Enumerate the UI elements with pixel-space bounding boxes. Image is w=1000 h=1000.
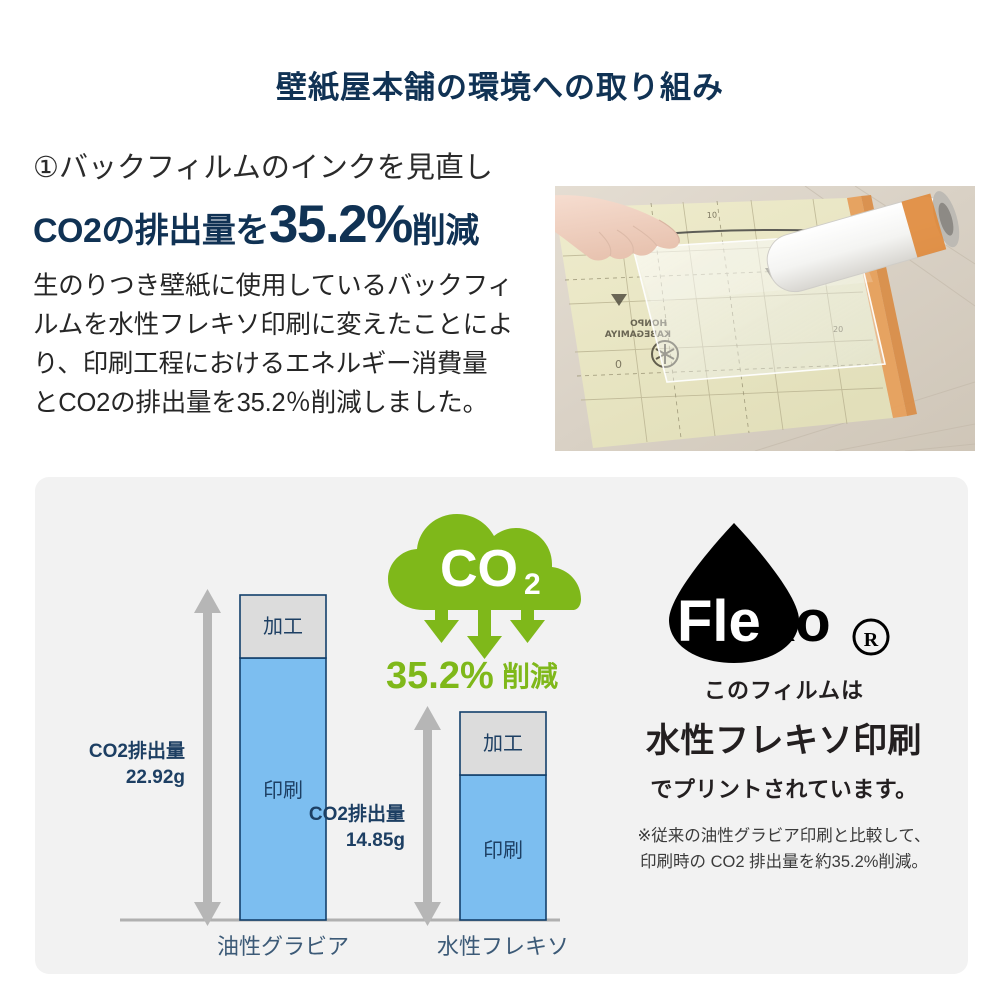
body-line: とCO2の排出量を35.2％削減しました。 [33, 388, 488, 417]
comparison-panel: 加工 印刷 加工 印刷 CO2排出量 22.92g CO2排出量 14.85g … [35, 477, 968, 974]
co2-down-arrows [424, 606, 545, 659]
intro-section: ①バックフィルムのインクを見直し CO2の排出量を35.2%削減 生のりつき壁紙… [0, 140, 1000, 465]
co2-reduction-number: 35.2% [386, 655, 494, 692]
co2-cloud-icon [388, 514, 581, 659]
bar1-print-segment [239, 657, 327, 921]
bar1-process-label: 加工 [263, 615, 303, 638]
flexo-footnote: ※従来の油性グラビア印刷と比較して、 印刷時の CO2 排出量を約35.2%削減… [600, 824, 968, 875]
flexo-logo: Fle xo R [600, 517, 968, 667]
registered-mark-icon: R [852, 618, 890, 656]
svg-text:R: R [864, 629, 879, 651]
body-line: り、印刷工程におけるエネルギー消費量 [33, 349, 488, 378]
co2-cloud-subscript: 2 [524, 568, 541, 601]
co2-reduction-suffix: 削減 [502, 661, 558, 692]
bar2-print-label: 印刷 [483, 839, 523, 862]
bar1-measure-value: 22.92g [126, 767, 185, 788]
co2-cloud-text: CO [440, 540, 518, 598]
svg-text:0: 0 [615, 358, 622, 371]
body-line: ルムを水性フレキソ印刷に変えたことによ [33, 311, 514, 339]
intro-body-text: 生のりつき壁紙に使用しているバックフィ ルムを水性フレキソ印刷に変えたことによ … [33, 267, 553, 422]
intro-headline: CO2の排出量を35.2%削減 [33, 198, 553, 251]
bar2-print-segment [459, 774, 547, 921]
bar1-process-segment [239, 594, 327, 659]
flexo-line-3: でプリントされています。 [650, 777, 918, 802]
footnote-line: 印刷時の CO2 排出量を約35.2%削減。 [640, 852, 928, 871]
bar2-measure-title: CO2排出量 [309, 802, 405, 825]
headline-suffix: 削減 [411, 212, 480, 251]
flexo-line-1: このフィルムは [703, 678, 865, 703]
flexo-wordmark-outer: xo [763, 589, 831, 654]
flexo-wordmark-inner: Fle [677, 589, 761, 654]
backfilm-photo: 10 10 0 20 HONPO KABEGAMIYA [555, 186, 975, 451]
bar2-measure-value: 14.85g [346, 830, 405, 851]
bar2-category-label: 水性フレキソ [437, 934, 569, 959]
bar1-print-label: 印刷 [263, 779, 303, 802]
flexo-section: Fle xo R このフィルムは 水性フレキソ印刷 でプリントされています。 ※… [600, 517, 968, 917]
svg-text:KABEGAMIYA: KABEGAMIYA [605, 330, 671, 340]
headline-number: 35.2% [268, 195, 413, 255]
body-line: 生のりつき壁紙に使用しているバックフィ [33, 272, 513, 301]
footnote-line: ※従来の油性グラビア印刷と比較して、 [637, 827, 931, 845]
intro-step-label: ①バックフィルムのインクを見直し [33, 152, 493, 184]
bar1-category-label: 油性グラビア [217, 934, 349, 959]
intro-text-column: ①バックフィルムのインクを見直し CO2の排出量を35.2%削減 生のりつき壁紙… [33, 150, 553, 422]
bar1-measure-arrow [194, 589, 221, 926]
co2-reduction-badge: CO 2 35.2% 削減 [380, 502, 595, 692]
flexo-line-2: 水性フレキソ印刷 [646, 722, 922, 760]
bar2-process-label: 加工 [483, 732, 523, 755]
bar2-process-segment [459, 711, 547, 776]
bar2-measure-arrow [414, 706, 441, 926]
water-drop-icon [669, 523, 799, 663]
svg-text:10: 10 [707, 210, 718, 220]
headline-prefix: CO2の排出量を [33, 212, 269, 251]
co2-bar-chart: 加工 印刷 加工 印刷 CO2排出量 22.92g CO2排出量 14.85g … [35, 477, 595, 974]
bar1-measure-title: CO2排出量 [89, 739, 185, 762]
page-title: 壁紙屋本舗の環境への取り組み [276, 70, 724, 105]
svg-text:HONPO: HONPO [630, 319, 667, 329]
